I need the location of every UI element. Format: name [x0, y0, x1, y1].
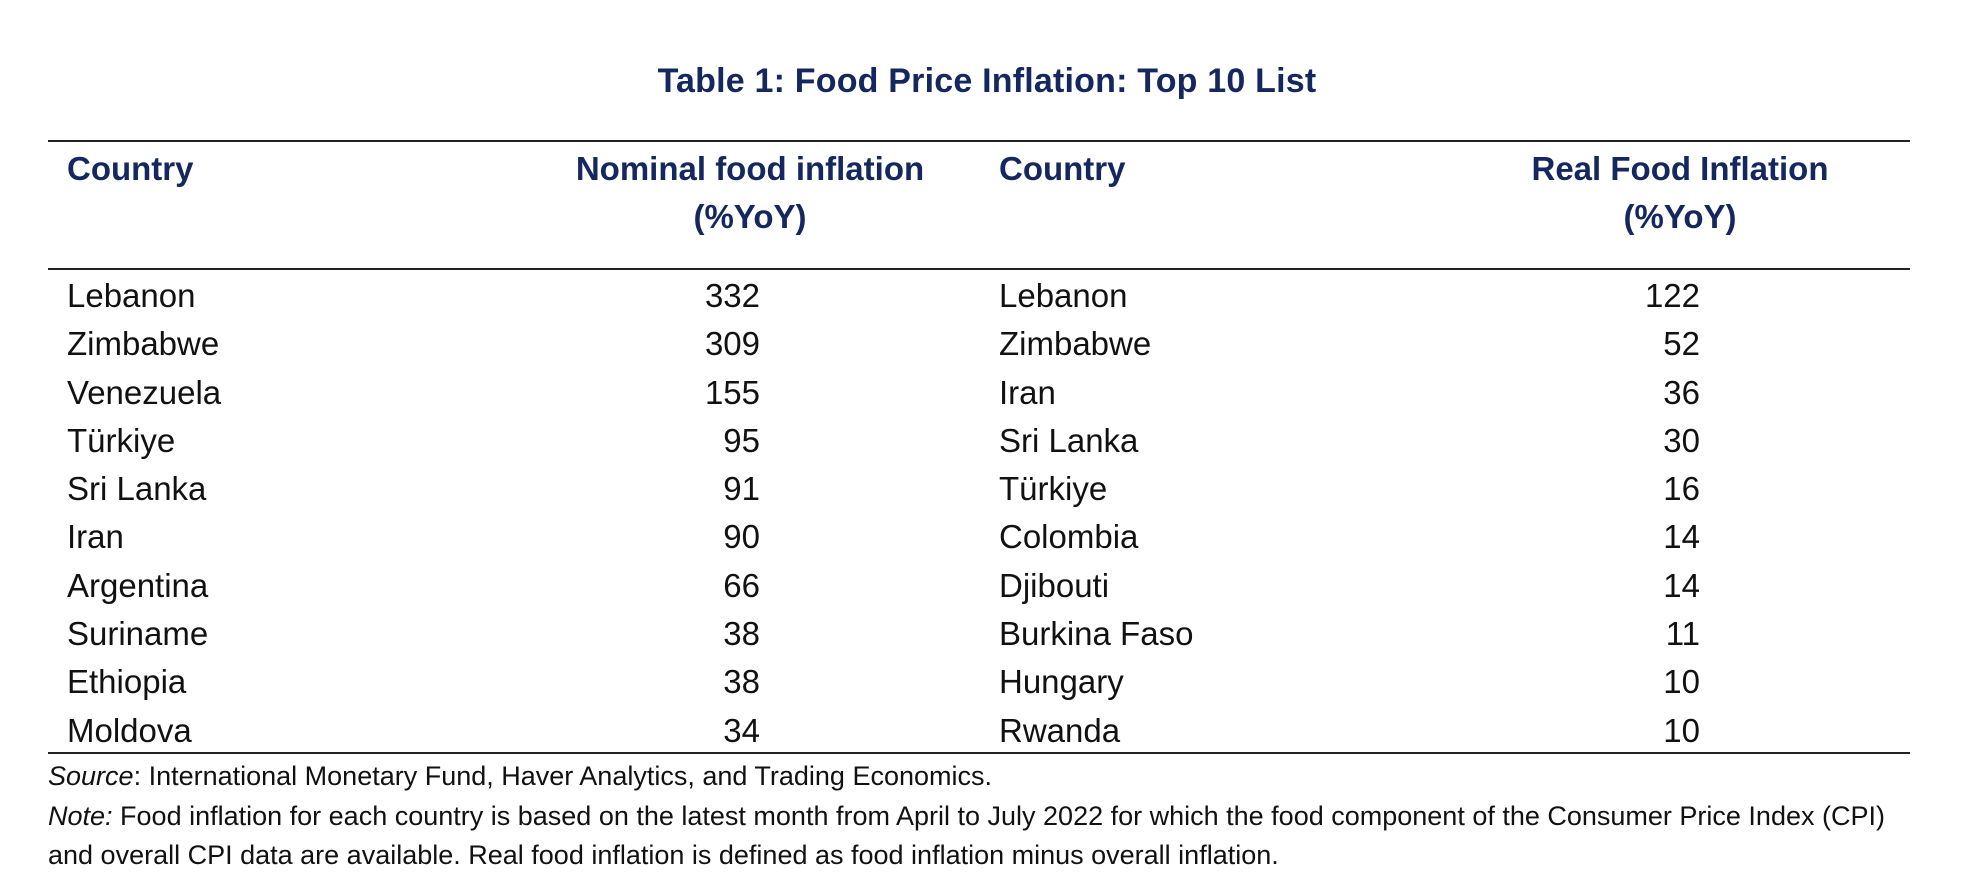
real-value-cell: 30 — [1663, 421, 1700, 459]
real-value-cell: 10 — [1663, 663, 1700, 701]
table-row: Iran 90 Colombia 14 — [0, 513, 1974, 561]
real-value-cell: 52 — [1663, 325, 1700, 363]
header-nominal-line2: (%YoY) — [693, 198, 807, 235]
real-value-cell: 11 — [1665, 615, 1700, 653]
real-country-cell: Iran — [999, 373, 1056, 411]
real-value-cell: 16 — [1663, 470, 1700, 508]
table-bottom-rule — [48, 752, 1910, 754]
real-country-cell: Lebanon — [999, 277, 1128, 314]
source-line: Source: International Monetary Fund, Hav… — [48, 757, 1928, 797]
table-row: Zimbabwe 309 Zimbabwe 52 — [0, 320, 1974, 368]
nominal-country-cell: Zimbabwe — [67, 325, 220, 363]
header-country-real: Country — [999, 150, 1126, 187]
nominal-value-cell: 95 — [723, 421, 760, 459]
real-value-cell: 14 — [1663, 518, 1700, 556]
nominal-country-cell: Moldova — [67, 711, 192, 749]
table-row: Türkiye 95 Sri Lanka 30 — [0, 417, 1974, 465]
header-country-nominal: Country — [67, 150, 194, 187]
nominal-value-cell: 155 — [704, 373, 760, 411]
table-row: Suriname 38 Burkina Faso 11 — [0, 610, 1974, 658]
source-text: : International Monetary Fund, Haver Ana… — [133, 761, 992, 791]
real-country-cell: Djibouti — [999, 566, 1110, 604]
real-country-cell: Sri Lanka — [999, 421, 1139, 459]
table-row: Venezuela 155 Iran 36 — [0, 369, 1974, 417]
real-country-cell: Rwanda — [999, 711, 1121, 749]
nominal-value-cell: 38 — [723, 663, 760, 701]
source-label: Source — [48, 761, 134, 791]
real-value-cell: 14 — [1663, 566, 1700, 604]
table-row: Sri Lanka 91 Türkiye 16 — [0, 465, 1974, 513]
nominal-country-cell: Sri Lanka — [67, 470, 207, 508]
nominal-value-cell: 309 — [704, 325, 760, 363]
nominal-country-cell: Iran — [67, 518, 124, 556]
nominal-value-cell: 66 — [723, 566, 760, 604]
real-country-cell: Hungary — [999, 663, 1124, 701]
note-line: Note: Food inflation for each country is… — [48, 797, 1928, 876]
nominal-country-cell: Argentina — [67, 566, 209, 604]
table-row: Ethiopia 38 Hungary 10 — [0, 658, 1974, 706]
nominal-country-cell: Suriname — [67, 615, 209, 653]
header-real-food-inflation: Real Food Inflation (%YoY) — [1470, 145, 1890, 241]
table-body: Lebanon 332 Lebanon 122 Zimbabwe 309 Zim… — [0, 272, 1974, 755]
nominal-country-cell: Ethiopia — [67, 663, 187, 701]
table-row: Lebanon 332 Lebanon 122 — [0, 272, 1974, 320]
nominal-value-cell: 91 — [723, 470, 760, 508]
header-nominal-line1: Nominal food inflation — [575, 150, 925, 187]
nominal-country-cell: Türkiye — [67, 421, 176, 459]
note-label: Note: — [48, 800, 113, 831]
table-row: Moldova 34 Rwanda 10 — [0, 707, 1974, 755]
table-notes: Source: International Monetary Fund, Hav… — [48, 757, 1928, 876]
nominal-value-cell: 332 — [704, 277, 760, 314]
header-real-line2: (%YoY) — [1623, 198, 1737, 235]
header-bottom-rule — [48, 268, 1910, 270]
table-title: Table 1: Food Price Inflation: Top 10 Li… — [657, 62, 1317, 100]
real-value-cell: 10 — [1663, 711, 1700, 749]
real-country-cell: Türkiye — [999, 470, 1108, 508]
real-country-cell: Zimbabwe — [999, 325, 1152, 363]
nominal-value-cell: 90 — [723, 518, 760, 556]
real-country-cell: Colombia — [999, 518, 1139, 556]
header-nominal-food-inflation: Nominal food inflation (%YoY) — [540, 145, 960, 241]
table-row: Argentina 66 Djibouti 14 — [0, 562, 1974, 610]
real-value-cell: 36 — [1663, 373, 1700, 411]
header-real-line1: Real Food Inflation — [1531, 150, 1829, 187]
real-country-cell: Burkina Faso — [999, 615, 1194, 653]
nominal-value-cell: 38 — [723, 615, 760, 653]
note-text: Food inflation for each country is based… — [48, 800, 1885, 871]
nominal-country-cell: Lebanon — [67, 277, 196, 314]
nominal-value-cell: 34 — [723, 711, 760, 749]
table-top-rule — [48, 140, 1910, 142]
real-value-cell: 122 — [1644, 277, 1700, 314]
nominal-country-cell: Venezuela — [67, 373, 222, 411]
